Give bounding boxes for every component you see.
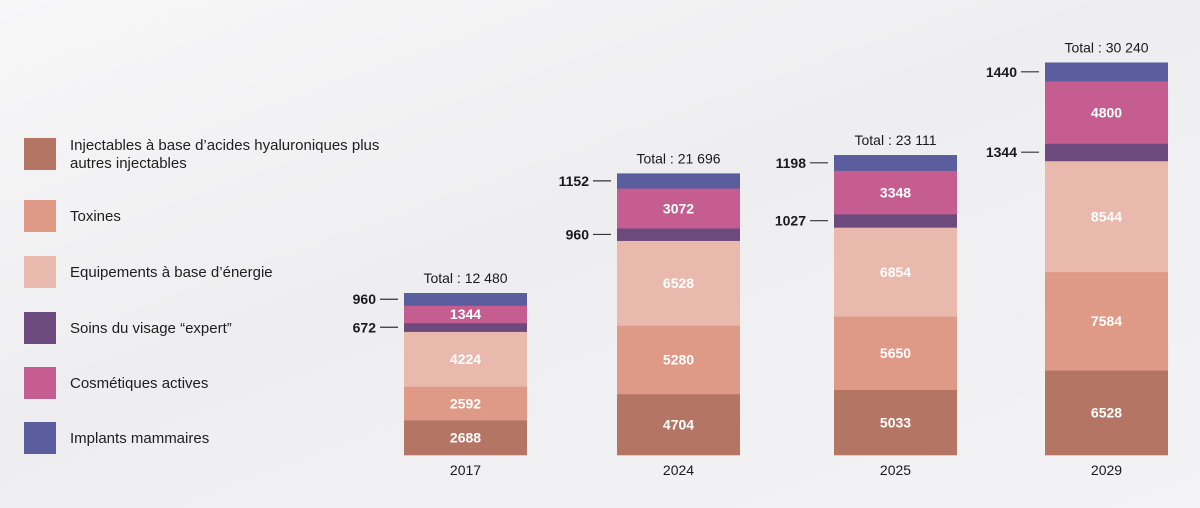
bar-segment-injectables-2024 <box>617 393 740 456</box>
bar-segment-equipements-2025 <box>834 227 957 317</box>
bar-segment-injectables-2017 <box>404 420 527 456</box>
legend-swatch-implants <box>24 422 56 454</box>
value-label-cosmetiques-2025: 3348 <box>880 184 911 200</box>
total-label-2024: Total : 21 696 <box>636 150 720 166</box>
total-label-2029: Total : 30 240 <box>1064 39 1148 55</box>
legend-label-equipements: Equipements à base d’énergie <box>70 264 273 281</box>
bar-segment-equipements-2024 <box>617 240 740 326</box>
legend-swatch-soins <box>24 312 56 344</box>
value-label-cosmetiques-2024: 3072 <box>663 200 694 216</box>
bar-segment-soins-2029 <box>1045 143 1168 162</box>
value-label-injectables-2024: 4704 <box>663 416 694 432</box>
value-label-toxines-2029: 7584 <box>1091 313 1122 329</box>
total-label-2017: Total : 12 480 <box>423 270 507 286</box>
bar-segment-injectables-2025 <box>834 389 957 456</box>
legend-item-toxines: Toxines <box>24 200 404 234</box>
category-label-2017: 2017 <box>450 462 481 478</box>
bar-segment-toxines-2029 <box>1045 271 1168 371</box>
legend-item-equipements: Equipements à base d’énergie <box>24 256 404 290</box>
value-label-implants-2029: 1440 <box>986 64 1017 80</box>
legend-item-cosmetiques: Cosmétiques actives <box>24 367 404 401</box>
legend-label-cosmetiques: Cosmétiques actives <box>70 375 209 392</box>
bar-segment-soins-2025 <box>834 214 957 228</box>
bar-segment-cosmetiques-2025 <box>834 170 957 215</box>
legend-swatch-toxines <box>24 200 56 232</box>
value-label-equipements-2025: 6854 <box>880 264 911 280</box>
value-label-equipements-2024: 6528 <box>663 275 694 291</box>
value-label-equipements-2029: 8544 <box>1091 208 1122 224</box>
bar-segment-toxines-2025 <box>834 316 957 390</box>
value-label-injectables-2029: 6528 <box>1091 405 1122 421</box>
value-label-cosmetiques-2017: 1344 <box>450 306 481 322</box>
value-label-toxines-2024: 5280 <box>663 352 694 368</box>
bar-segment-implants-2024 <box>617 173 740 189</box>
legend-swatch-equipements <box>24 256 56 288</box>
bar-segment-toxines-2017 <box>404 386 527 421</box>
category-label-2029: 2029 <box>1091 462 1122 478</box>
bar-segment-cosmetiques-2017 <box>404 305 527 324</box>
bar-segment-injectables-2029 <box>1045 370 1168 456</box>
bar-segment-cosmetiques-2024 <box>617 188 740 229</box>
legend-label-implants: Implants mammaires <box>70 430 210 447</box>
legend-swatch-injectables <box>24 138 56 170</box>
value-label-soins-2017: 672 <box>353 319 377 335</box>
value-label-toxines-2017: 2592 <box>450 395 481 411</box>
value-label-soins-2025: 1027 <box>775 213 806 229</box>
legend-item-implants: Implants mammaires <box>24 422 404 456</box>
value-label-equipements-2017: 4224 <box>450 351 481 367</box>
category-label-2025: 2025 <box>880 462 911 478</box>
legend-item-soins: Soins du visage “expert” <box>24 312 404 346</box>
category-label-2024: 2024 <box>663 462 694 478</box>
bar-segment-equipements-2017 <box>404 331 527 387</box>
bar-segment-toxines-2024 <box>617 325 740 395</box>
legend-item-injectables: Injectables à base d’acides hyaluronique… <box>24 137 404 172</box>
bar-segment-soins-2017 <box>404 322 527 332</box>
bar-segment-implants-2029 <box>1045 62 1168 82</box>
value-label-implants-2025: 1198 <box>776 155 807 171</box>
value-label-soins-2024: 960 <box>566 226 590 242</box>
legend-swatch-cosmetiques <box>24 367 56 399</box>
value-label-injectables-2017: 2688 <box>450 430 481 446</box>
total-label-2025: Total : 23 111 <box>855 132 937 148</box>
legend-label-injectables: Injectables à base d’acides hyaluronique… <box>70 137 380 172</box>
value-label-injectables-2025: 5033 <box>880 414 911 430</box>
legend-label-toxines: Toxines <box>70 208 121 225</box>
bar-segment-soins-2024 <box>617 228 740 241</box>
value-label-toxines-2025: 5650 <box>880 345 911 361</box>
value-label-soins-2029: 1344 <box>986 144 1017 160</box>
bar-segment-implants-2017 <box>404 293 527 306</box>
value-label-implants-2024: 1152 <box>559 173 590 189</box>
value-label-implants-2017: 960 <box>353 291 377 307</box>
value-label-cosmetiques-2029: 4800 <box>1091 104 1122 120</box>
bar-segment-cosmetiques-2029 <box>1045 81 1168 144</box>
bar-segment-equipements-2029 <box>1045 160 1168 273</box>
bar-segment-implants-2025 <box>834 155 957 171</box>
legend-label-soins: Soins du visage “expert” <box>70 320 232 337</box>
